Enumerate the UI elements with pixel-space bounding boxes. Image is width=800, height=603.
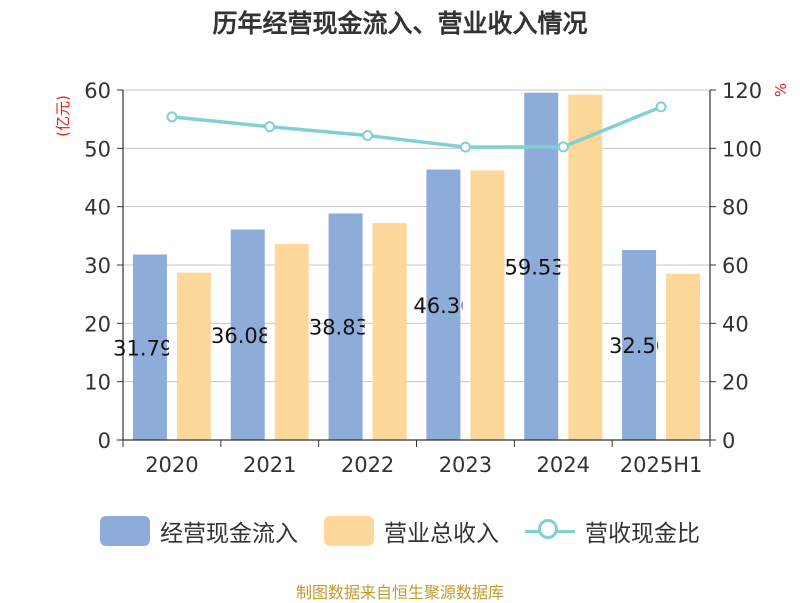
ratio-point <box>655 101 667 113</box>
legend-label-cash-inflow: 经营现金流入 <box>160 521 298 547</box>
legend-swatch-revenue <box>324 516 374 546</box>
ratio-point <box>459 141 471 153</box>
bar-data-label: 36.082 <box>211 324 284 348</box>
ratio-line-path <box>171 105 662 149</box>
y-left-tick-label: 40 <box>84 196 111 220</box>
ratio-line <box>166 101 667 153</box>
legend-label-ratio: 营收现金比 <box>585 521 700 547</box>
data-source-note: 制图数据来自恒生聚源数据库 <box>295 583 504 602</box>
bar-revenue <box>470 170 505 440</box>
y-right-tick-label: 40 <box>722 312 749 336</box>
bar-data-label: 46.36 <box>413 294 473 318</box>
chart-title: 历年经营现金流入、营业收入情况 <box>212 9 588 38</box>
y-right-tick-label: 20 <box>722 371 749 395</box>
bar-revenue <box>372 223 407 440</box>
x-tick-label: 2024 <box>537 453 590 477</box>
x-tick-label: 2023 <box>439 453 492 477</box>
legend-label-revenue: 营业总收入 <box>384 521 499 547</box>
y-right-tick-label: 80 <box>722 196 749 220</box>
y-right-axis-label: % <box>772 83 790 97</box>
y-left-tick-label: 20 <box>84 312 111 336</box>
bar-revenue <box>176 272 211 440</box>
bar-cash-inflow <box>328 213 363 440</box>
bar-cash-inflow <box>622 250 657 440</box>
y-right-tick-label: 0 <box>722 429 735 453</box>
bar-data-label: 31.797 <box>113 336 186 360</box>
axes: 0 10 20 30 40 50 60 0 20 40 60 80 100 120 2020 2021 2022… <box>84 79 762 477</box>
bar-cash-inflow <box>230 229 265 440</box>
bars <box>132 92 701 441</box>
y-left-tick-label: 60 <box>84 79 111 103</box>
ratio-point <box>557 141 569 153</box>
legend-item-cash-inflow[interactable]: 经营现金流入 <box>100 514 298 548</box>
y-left-tick-label: 10 <box>84 371 111 395</box>
x-tick-label: 2025H1 <box>620 453 703 477</box>
y-left-tick-label: 0 <box>98 429 111 453</box>
grid-lines <box>123 89 710 383</box>
legend: 经营现金流入 营业总收入 营收现金比 <box>0 514 800 548</box>
bar-cash-inflow <box>426 169 461 441</box>
bar-revenue <box>666 273 701 440</box>
y-left-tick-label: 50 <box>84 137 111 161</box>
bar-labels: 31.797 36.082 38.838 46.36 59.533 32.56 <box>113 255 669 360</box>
x-tick-label: 2022 <box>341 453 394 477</box>
legend-swatch-ratio-marker <box>538 519 558 539</box>
bar-revenue <box>274 244 309 440</box>
bar-data-label: 38.838 <box>309 316 382 340</box>
x-tick-label: 2020 <box>145 453 198 477</box>
legend-swatch-cash-inflow <box>100 516 150 546</box>
ratio-point <box>362 130 374 141</box>
bar-cash-inflow <box>524 92 559 440</box>
ratio-point <box>166 111 178 123</box>
y-right-tick-label: 60 <box>722 254 749 278</box>
bar-data-label: 32.56 <box>609 334 669 358</box>
y-left-tick-label: 30 <box>84 254 111 278</box>
ratio-point <box>264 121 276 133</box>
bar-cash-inflow <box>132 254 167 440</box>
y-right-tick-label: 100 <box>722 137 762 161</box>
legend-item-ratio[interactable]: 营收现金比 <box>525 514 700 548</box>
legend-item-revenue[interactable]: 营业总收入 <box>324 514 499 548</box>
bar-data-label: 59.533 <box>505 255 578 279</box>
y-left-axis-label: (亿元) <box>54 95 72 137</box>
x-tick-label: 2021 <box>243 453 296 477</box>
legend-swatch-ratio <box>525 516 575 546</box>
y-right-tick-label: 120 <box>722 79 762 103</box>
bar-revenue <box>568 94 603 441</box>
